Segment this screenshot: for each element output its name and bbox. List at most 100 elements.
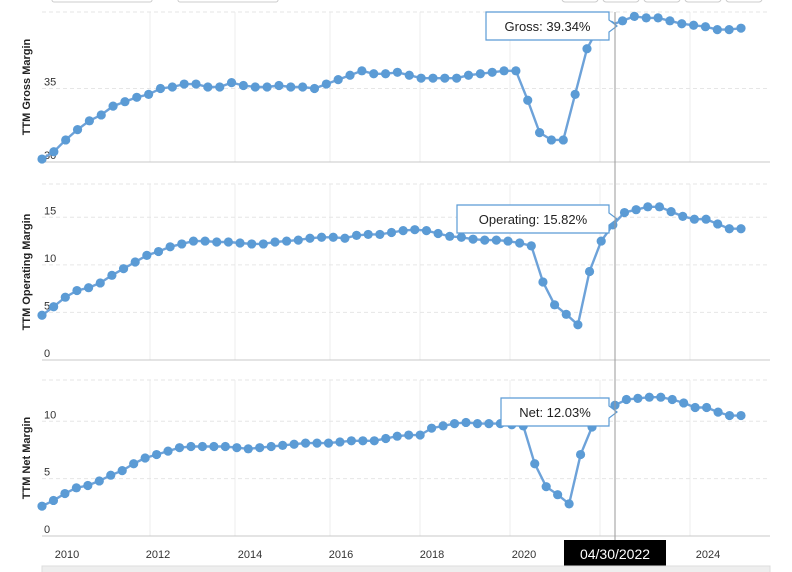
panel-gross-point-41[interactable] <box>523 95 533 105</box>
panel-operating-point-27[interactable] <box>351 230 362 240</box>
panel-gross-point-21[interactable] <box>286 82 296 92</box>
panel-net-point-9[interactable] <box>140 453 150 463</box>
panel-net-point-4[interactable] <box>83 480 93 491</box>
panel-net-point-15[interactable] <box>209 441 219 452</box>
panel-net-point-5[interactable] <box>94 476 104 486</box>
panel-operating-point-31[interactable] <box>398 226 408 236</box>
panel-net-point-17[interactable] <box>232 443 242 453</box>
panel-gross-point-42[interactable] <box>534 127 545 138</box>
panel-operating-point-22[interactable] <box>293 235 303 245</box>
panel-gross-point-53[interactable] <box>665 16 675 26</box>
panel-operating-point-4[interactable] <box>84 283 94 293</box>
range-start-input[interactable] <box>51 0 153 3</box>
zoom-button-4[interactable] <box>684 0 722 3</box>
panel-gross-point-1[interactable] <box>49 147 59 157</box>
panel-operating-point-40[interactable] <box>503 236 513 246</box>
panel-operating-point-29[interactable] <box>375 229 385 240</box>
panel-operating-point-28[interactable] <box>363 229 373 240</box>
panel-operating-point-55[interactable] <box>678 211 688 221</box>
panel-operating-point-17[interactable] <box>235 238 245 248</box>
panel-gross-point-0[interactable] <box>37 154 47 164</box>
panel-net-point-51[interactable] <box>621 394 632 405</box>
panel-operating-point-48[interactable] <box>596 236 606 246</box>
panel-gross-point-57[interactable] <box>712 25 722 35</box>
panel-operating-point-0[interactable] <box>37 310 47 320</box>
panel-net-point-45[interactable] <box>553 490 563 500</box>
panel-gross-point-43[interactable] <box>546 135 557 145</box>
panel-gross-point-51[interactable] <box>641 13 651 23</box>
panel-net-point-30[interactable] <box>381 433 391 444</box>
panel-operating-point-20[interactable] <box>270 237 280 247</box>
panel-operating-point-10[interactable] <box>153 246 164 257</box>
panel-gross-point-25[interactable] <box>333 75 343 85</box>
panel-operating-point-25[interactable] <box>328 232 338 242</box>
panel-gross-point-6[interactable] <box>108 101 118 111</box>
panel-operating-point-8[interactable] <box>130 257 140 267</box>
panel-net-point-29[interactable] <box>369 436 379 446</box>
panel-net-point-13[interactable] <box>186 441 196 452</box>
panel-operating-point-54[interactable] <box>666 206 676 217</box>
zoom-button-3[interactable] <box>643 0 681 3</box>
panel-operating-point-57[interactable] <box>701 214 711 224</box>
panel-operating-point-21[interactable] <box>282 236 292 246</box>
panel-gross-point-10[interactable] <box>155 83 166 94</box>
panel-gross-point-22[interactable] <box>298 82 308 92</box>
panel-gross-point-26[interactable] <box>345 70 355 80</box>
panel-gross-point-56[interactable] <box>700 22 711 32</box>
panel-net-point-61[interactable] <box>736 410 746 421</box>
panel-gross-point-5[interactable] <box>96 110 106 120</box>
panel-net-point-54[interactable] <box>656 392 666 402</box>
panel-net-point-24[interactable] <box>312 438 322 448</box>
panel-net-point-57[interactable] <box>690 402 700 413</box>
panel-gross-point-50[interactable] <box>629 11 639 22</box>
panel-operating-point-41[interactable] <box>515 238 525 248</box>
panel-gross-point-55[interactable] <box>689 20 699 30</box>
zoom-button-2[interactable] <box>602 0 640 3</box>
panel-gross-point-34[interactable] <box>440 73 450 83</box>
panel-net-point-0[interactable] <box>37 501 47 511</box>
panel-gross-point-37[interactable] <box>475 69 485 79</box>
zoom-button-5[interactable] <box>725 0 763 3</box>
panel-gross-point-19[interactable] <box>262 82 272 92</box>
panel-net-point-60[interactable] <box>724 410 735 421</box>
panel-operating-point-45[interactable] <box>561 309 571 319</box>
panel-net-point-21[interactable] <box>278 440 288 450</box>
panel-operating-point-42[interactable] <box>526 241 536 251</box>
panel-gross-point-17[interactable] <box>238 80 249 91</box>
panel-operating-point-5[interactable] <box>95 278 105 288</box>
panel-gross-point-40[interactable] <box>511 66 521 76</box>
panel-net-point-28[interactable] <box>358 436 368 446</box>
panel-net-point-58[interactable] <box>702 402 712 413</box>
panel-operating-point-44[interactable] <box>550 300 560 310</box>
panel-gross-point-29[interactable] <box>380 69 391 79</box>
navigator-scrollbar[interactable] <box>41 565 771 572</box>
panel-operating-point-59[interactable] <box>724 224 734 234</box>
panel-operating-point-34[interactable] <box>433 228 443 239</box>
panel-net-point-46[interactable] <box>564 499 574 509</box>
panel-gross-point-54[interactable] <box>677 19 687 29</box>
panel-net-point-25[interactable] <box>323 438 334 448</box>
panel-gross-point-15[interactable] <box>215 82 225 92</box>
panel-gross-point-20[interactable] <box>274 80 284 91</box>
panel-net-point-53[interactable] <box>644 392 654 402</box>
panel-net-point-8[interactable] <box>129 459 139 469</box>
panel-net-point-14[interactable] <box>197 441 208 452</box>
panel-net-point-10[interactable] <box>151 449 162 460</box>
panel-gross-point-46[interactable] <box>582 44 592 54</box>
panel-gross-point-16[interactable] <box>226 77 237 88</box>
panel-gross-point-39[interactable] <box>499 66 509 76</box>
panel-gross-point-8[interactable] <box>132 92 142 102</box>
panel-net-point-6[interactable] <box>106 470 116 480</box>
panel-net-point-18[interactable] <box>243 444 253 454</box>
panel-operating-point-18[interactable] <box>247 239 257 249</box>
panel-gross-point-2[interactable] <box>61 135 71 145</box>
panel-operating-point-14[interactable] <box>200 236 210 246</box>
panel-operating-point-37[interactable] <box>468 234 478 244</box>
panel-gross-point-36[interactable] <box>463 70 474 80</box>
panel-net-point-39[interactable] <box>484 418 494 429</box>
panel-operating-point-47[interactable] <box>584 266 595 277</box>
panel-gross-point-38[interactable] <box>487 67 497 77</box>
panel-gross-point-18[interactable] <box>250 82 260 92</box>
panel-operating-point-3[interactable] <box>72 285 82 296</box>
panel-net-point-11[interactable] <box>163 446 173 456</box>
